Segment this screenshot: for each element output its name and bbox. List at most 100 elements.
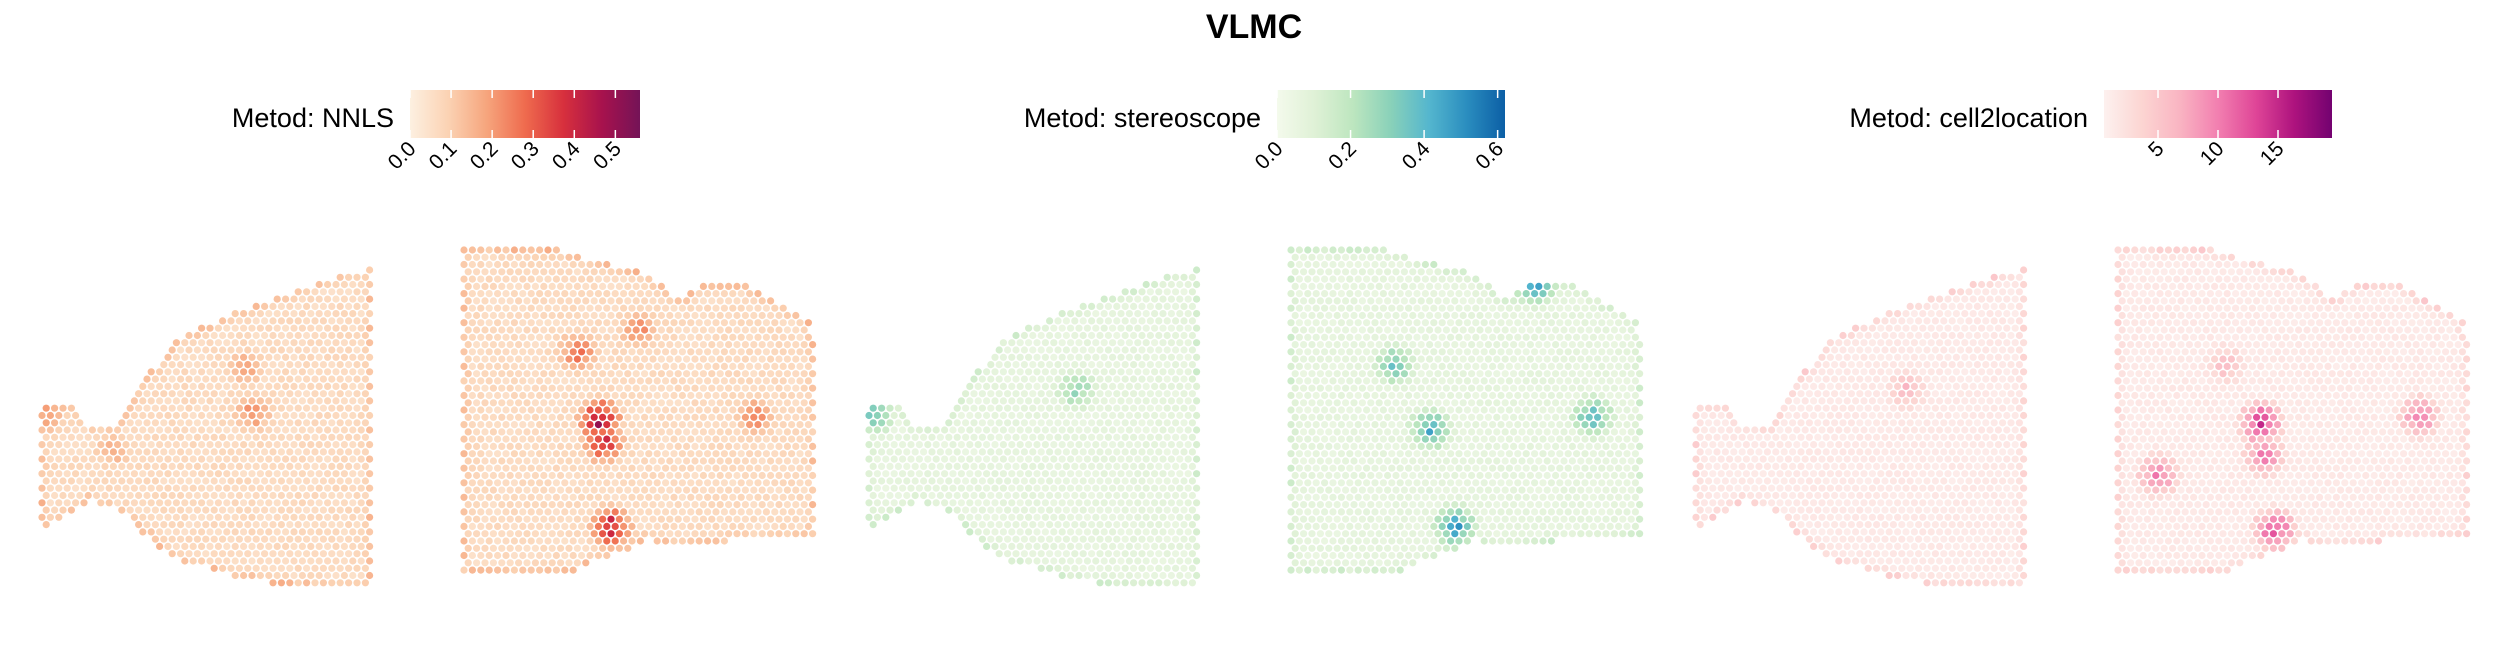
spot [303, 390, 311, 398]
spot [105, 499, 113, 507]
spot [464, 486, 472, 494]
spot [1363, 348, 1371, 356]
spot [987, 535, 995, 543]
spot [641, 457, 649, 465]
spot [361, 375, 369, 383]
spot [779, 479, 787, 487]
spot [1472, 391, 1480, 400]
spot [202, 521, 210, 529]
spot [193, 404, 201, 412]
spot [1384, 268, 1392, 276]
spot [750, 384, 758, 392]
spot [1577, 311, 1585, 320]
spot [366, 353, 374, 361]
spot [599, 341, 607, 349]
spot [269, 302, 277, 310]
spot [1459, 355, 1467, 363]
spot [1363, 290, 1371, 298]
spot [1493, 355, 1501, 363]
spot [340, 426, 348, 434]
spot [1062, 317, 1070, 325]
spot [164, 353, 172, 361]
spot [177, 361, 185, 369]
spot [1180, 375, 1188, 383]
spot [519, 304, 527, 312]
spot [1046, 375, 1054, 383]
spot [1312, 304, 1320, 312]
spot [1379, 406, 1387, 414]
spot [1531, 319, 1539, 327]
spot [1337, 319, 1345, 327]
spot [481, 370, 489, 378]
spot [361, 506, 369, 514]
spot [223, 484, 231, 492]
spot [1346, 391, 1354, 400]
spot [1100, 513, 1108, 521]
spot [319, 448, 327, 456]
spot [540, 530, 548, 538]
spot [1004, 448, 1012, 456]
spot [473, 501, 481, 509]
spot [51, 506, 59, 514]
spot [1020, 521, 1028, 529]
spot [1054, 448, 1062, 456]
spot [804, 362, 813, 370]
spot [46, 426, 55, 434]
spot [319, 346, 327, 354]
spot [695, 362, 703, 370]
spot [1434, 399, 1442, 407]
spot [510, 537, 518, 545]
spot [1484, 355, 1492, 363]
spot [1321, 362, 1329, 370]
spot [945, 491, 953, 500]
spot [987, 390, 995, 398]
spot [586, 290, 594, 298]
spot [307, 310, 315, 318]
spot [1367, 428, 1375, 436]
spot [792, 384, 800, 392]
spot [949, 470, 957, 478]
spot [353, 302, 361, 310]
spot [349, 382, 357, 390]
spot [1510, 297, 1518, 305]
spot [311, 491, 319, 500]
spot [1117, 484, 1125, 492]
spot [1130, 535, 1138, 543]
spot [1468, 413, 1476, 421]
spot [540, 253, 548, 261]
spot [557, 544, 565, 552]
spot [273, 441, 281, 449]
spot [46, 513, 55, 521]
spot [510, 348, 518, 356]
spot [966, 528, 974, 536]
spot [1421, 333, 1429, 341]
spot [1291, 413, 1299, 421]
spot [357, 484, 365, 492]
spot [1020, 491, 1028, 500]
spot [1146, 404, 1154, 412]
spot [582, 428, 590, 436]
spot [177, 433, 185, 441]
spot [1134, 571, 1142, 580]
spot [1151, 542, 1159, 551]
spot [523, 501, 531, 509]
spot [147, 528, 155, 536]
spot [1083, 382, 1091, 390]
spot [38, 470, 46, 478]
spot [1176, 426, 1184, 434]
colorbar-tick-label: 0.4 [1398, 137, 1435, 174]
spot [1472, 319, 1480, 327]
spot [594, 421, 603, 429]
spot [1539, 421, 1547, 429]
spot [1342, 384, 1350, 392]
spot [624, 486, 632, 494]
spot [540, 355, 548, 363]
spot [1020, 535, 1028, 543]
spot [653, 348, 661, 356]
spot [273, 295, 281, 303]
spot [1472, 275, 1480, 283]
spot [1012, 506, 1020, 514]
spot [345, 390, 353, 398]
spot [468, 362, 476, 370]
spot [691, 297, 699, 305]
